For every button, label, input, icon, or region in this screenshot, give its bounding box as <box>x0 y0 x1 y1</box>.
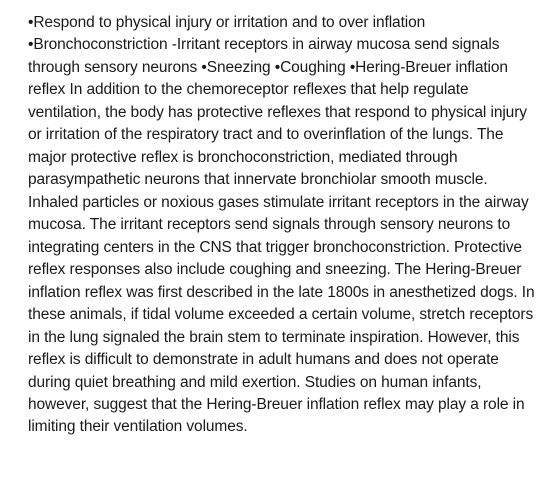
paragraph-text: •Respond to physical injury or irritatio… <box>28 14 534 435</box>
document-body: •Respond to physical injury or irritatio… <box>28 12 536 439</box>
